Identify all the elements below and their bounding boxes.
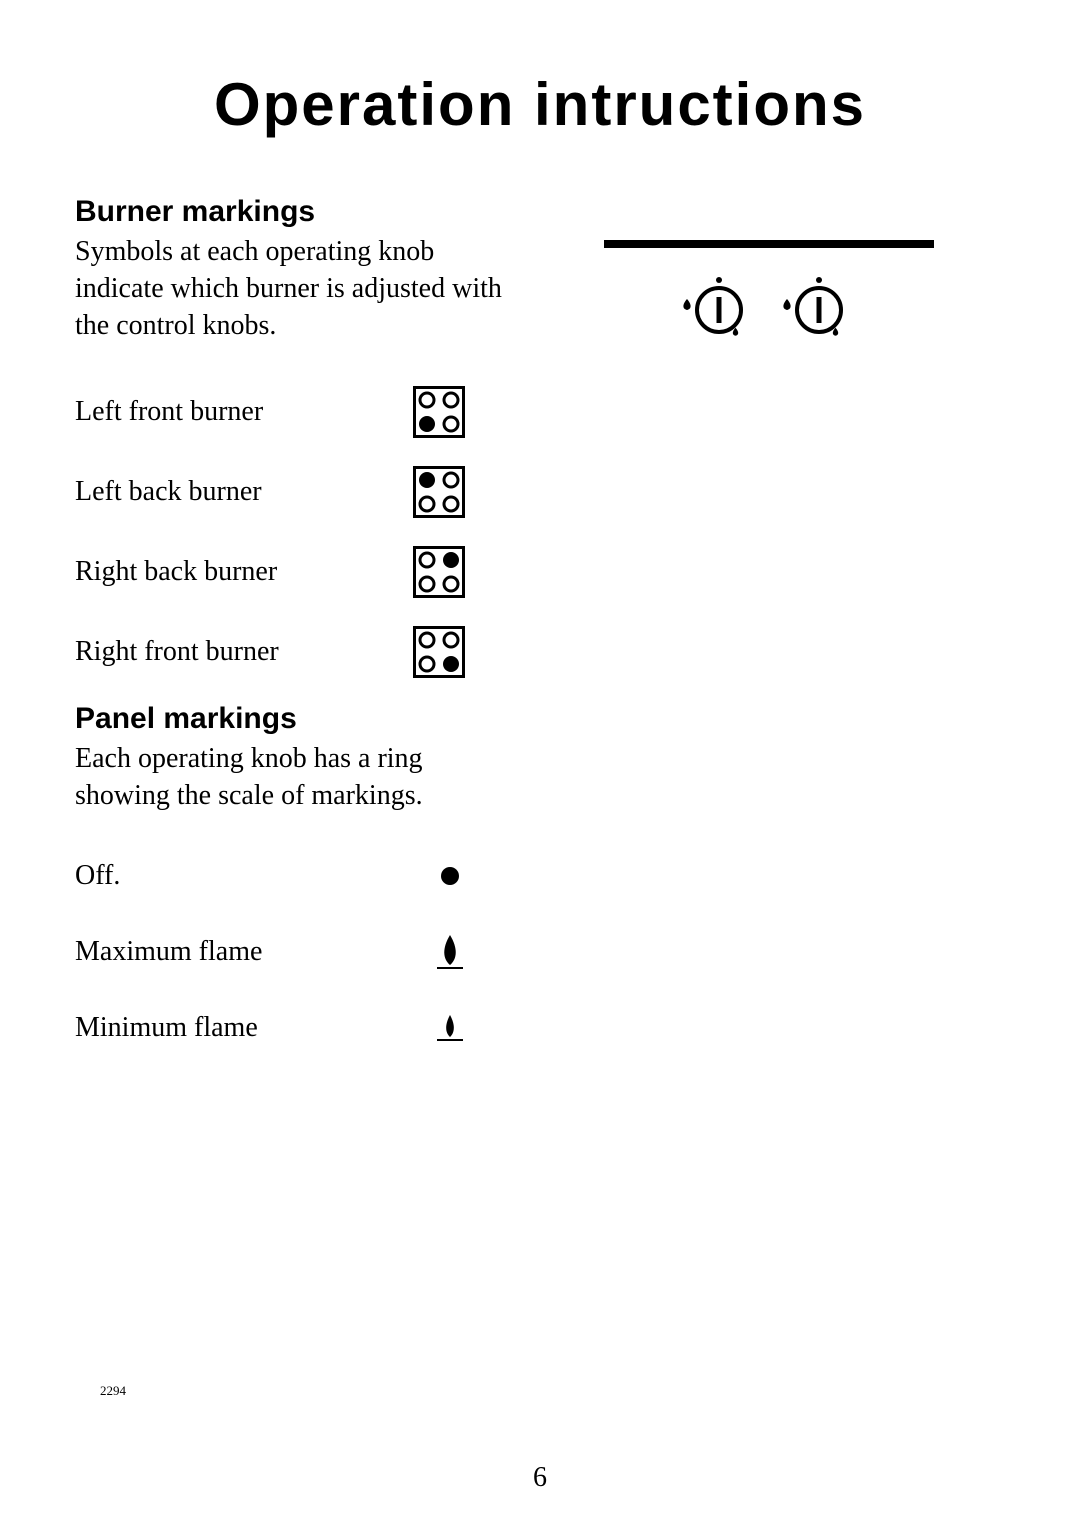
burner-label: Left front burner — [75, 396, 263, 428]
page: Operation intructions Burner markings Sy… — [0, 0, 1080, 1529]
panel-body: Each operating knob has a ring showing t… — [75, 740, 505, 814]
panel-label: Off. — [75, 860, 120, 892]
burner-position-icon — [413, 626, 465, 678]
burner-icon-wrap — [413, 626, 465, 678]
footnote: 2294 — [100, 1383, 126, 1399]
burner-label: Right front burner — [75, 636, 279, 668]
stove-figure — [604, 240, 934, 390]
panel-row: Off. — [75, 856, 465, 896]
burner-heading: Burner markings — [75, 195, 505, 229]
burner-position-icon — [413, 386, 465, 438]
burner-rows: Left front burner Left back burner Right b… — [75, 386, 505, 678]
page-title: Operation intructions — [75, 70, 1005, 139]
page-number: 6 — [0, 1462, 1080, 1494]
off-dot-icon — [435, 856, 465, 896]
burner-body: Symbols at each operating knob indicate … — [75, 233, 505, 344]
burner-position-icon — [413, 466, 465, 518]
burner-row: Right front burner — [75, 626, 465, 678]
burner-row: Right back burner — [75, 546, 465, 598]
burner-row: Left front burner — [75, 386, 465, 438]
left-column: Burner markings Symbols at each operatin… — [75, 195, 505, 1048]
burner-label: Right back burner — [75, 556, 277, 588]
panel-label: Maximum flame — [75, 936, 262, 968]
stove-top-icon — [604, 240, 934, 390]
flame-max-icon — [435, 932, 465, 972]
panel-rows: Off. Maximum flame Minimum flame — [75, 856, 505, 1048]
burner-icon-wrap — [413, 546, 465, 598]
panel-heading: Panel markings — [75, 702, 505, 736]
burner-label: Left back burner — [75, 476, 262, 508]
burner-icon-wrap — [413, 386, 465, 438]
burner-position-icon — [413, 546, 465, 598]
panel-row: Minimum flame — [75, 1008, 465, 1048]
panel-row: Maximum flame — [75, 932, 465, 972]
burner-icon-wrap — [413, 466, 465, 518]
flame-min-icon — [435, 1008, 465, 1048]
panel-label: Minimum flame — [75, 1012, 258, 1044]
burner-row: Left back burner — [75, 466, 465, 518]
